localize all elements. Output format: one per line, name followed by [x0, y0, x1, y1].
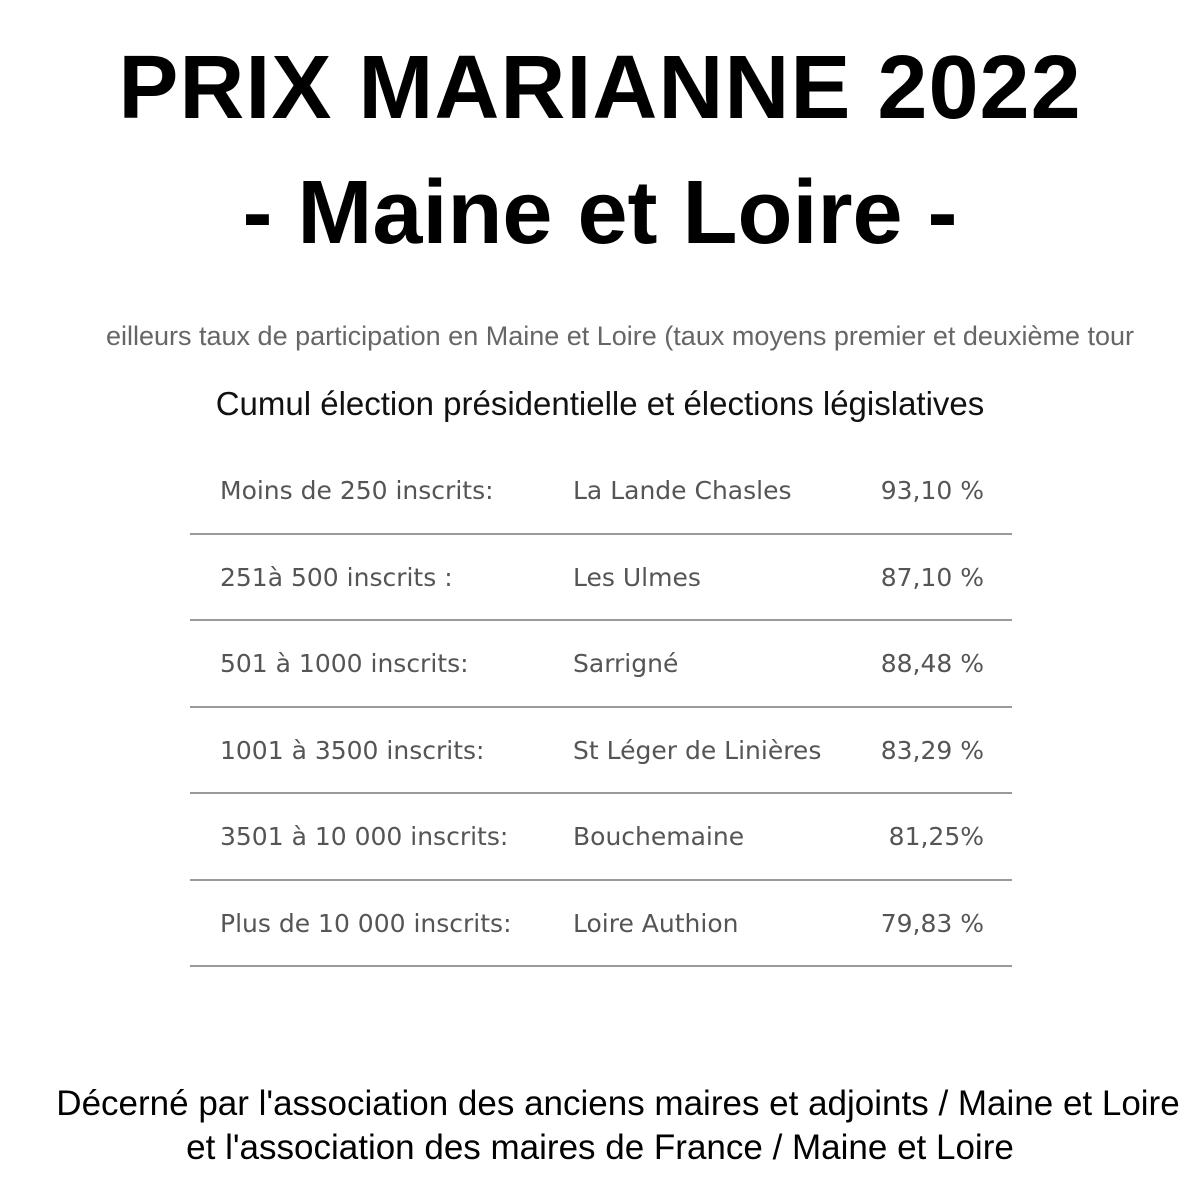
row-category: 3501 à 10 000 inscrits:: [220, 822, 509, 851]
table-row: Plus de 10 000 inscrits: Loire Authion 7…: [190, 881, 1012, 967]
footer-credits: Décerné par l'association des anciens ma…: [0, 1082, 1200, 1170]
row-commune: Sarrigné: [573, 649, 679, 678]
row-category: Moins de 250 inscrits:: [220, 476, 494, 505]
page-subtitle-region: - Maine et Loire -: [242, 163, 958, 263]
table-row: 251à 500 inscrits : Les Ulmes 87,10 %: [190, 535, 1012, 621]
footer-line-2: et l'association des maires de France / …: [186, 1128, 1014, 1167]
page-title: PRIX MARIANNE 2022: [118, 38, 1082, 138]
table-row: 3501 à 10 000 inscrits: Bouchemaine 81,2…: [190, 794, 1012, 881]
row-rate: 79,83 %: [880, 908, 984, 938]
row-commune: La Lande Chasles: [573, 476, 792, 505]
intro-text: eilleurs taux de participation en Maine …: [105, 321, 1135, 351]
row-category: 501 à 1000 inscrits:: [220, 649, 469, 678]
row-rate: 81,25%: [888, 822, 984, 851]
row-category: 251à 500 inscrits :: [220, 562, 453, 592]
row-commune: Loire Authion: [573, 908, 739, 938]
results-table: Moins de 250 inscrits: La Lande Chasles …: [190, 448, 1012, 967]
table-row: 1001 à 3500 inscrits: St Léger de Linièr…: [190, 708, 1012, 794]
row-category: 1001 à 3500 inscrits:: [220, 735, 485, 765]
footer-line-1: Décerné par l'association des anciens ma…: [56, 1084, 1180, 1123]
row-commune: Bouchemaine: [573, 822, 745, 851]
table-row: 501 à 1000 inscrits: Sarrigné 88,48 %: [190, 621, 1012, 708]
row-commune: St Léger de Linières: [573, 735, 822, 765]
row-rate: 87,10 %: [880, 562, 984, 592]
row-commune: Les Ulmes: [573, 562, 701, 592]
row-category: Plus de 10 000 inscrits:: [220, 908, 512, 938]
row-rate: 93,10 %: [880, 476, 984, 505]
table-heading: Cumul élection présidentielle et électio…: [215, 385, 985, 422]
row-rate: 83,29 %: [880, 735, 984, 765]
table-row: Moins de 250 inscrits: La Lande Chasles …: [190, 448, 1012, 535]
row-rate: 88,48 %: [880, 649, 984, 678]
